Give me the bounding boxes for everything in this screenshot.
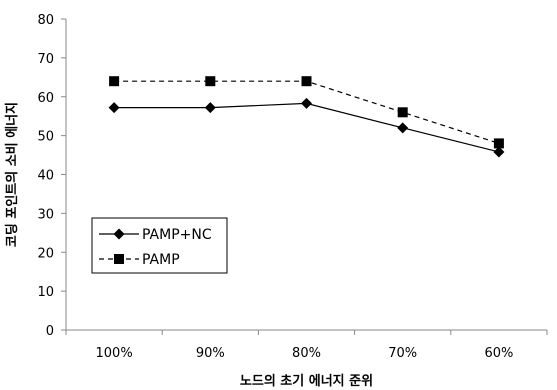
data-point	[493, 138, 504, 149]
data-point	[205, 76, 216, 87]
y-axis-title: 코딩 포인트의 소비 에너지	[4, 102, 20, 247]
data-point	[397, 122, 409, 134]
y-tick-label: 80	[37, 13, 54, 28]
legend-marker	[113, 228, 125, 240]
y-tick-label: 50	[37, 130, 54, 145]
data-point	[108, 102, 120, 114]
legend-label: PAMP+NC	[142, 227, 212, 243]
series-0	[108, 97, 505, 158]
y-tick-label: 0	[46, 324, 54, 339]
x-tick-label: 90%	[196, 346, 225, 361]
y-tick-label: 60	[37, 91, 54, 106]
x-axis-title: 노드의 초기 에너지 준위	[240, 373, 373, 389]
data-point	[301, 97, 312, 109]
x-tick-label: 100%	[96, 346, 133, 361]
x-tick-label: 80%	[292, 346, 321, 361]
y-tick-label: 10	[37, 285, 54, 300]
y-tick-label: 20	[37, 246, 54, 261]
y-tick-label: 30	[37, 207, 54, 222]
x-tick-label: 60%	[484, 346, 513, 361]
data-point	[397, 107, 408, 118]
data-point	[301, 76, 312, 87]
legend-label: PAMP	[142, 252, 180, 268]
data-point	[109, 76, 120, 87]
y-tick-label: 70	[37, 52, 54, 67]
x-ticks: 100% 90% 80% 70% 60%	[65, 330, 548, 361]
data-point	[204, 102, 216, 114]
y-tick-label: 40	[37, 169, 54, 184]
legend: PAMP+NC PAMP	[91, 217, 228, 274]
data-point	[493, 146, 505, 158]
series-layer	[108, 76, 505, 158]
series-1	[109, 76, 504, 149]
legend-marker	[114, 254, 124, 264]
x-tick-label: 70%	[388, 346, 417, 361]
y-ticks: 0 10 20 30 40 50 60 70 80	[37, 13, 66, 339]
